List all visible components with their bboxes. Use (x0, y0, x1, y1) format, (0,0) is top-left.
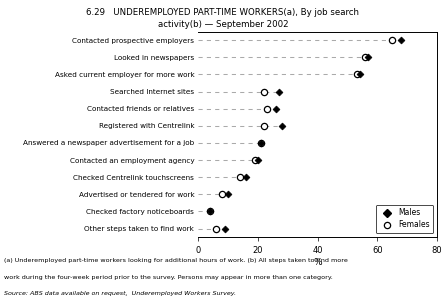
Text: (a) Underemployed part-time workers looking for additional hours of work. (b) Al: (a) Underemployed part-time workers look… (4, 258, 348, 263)
Text: Source: ABS data available on request,  Underemployed Workers Survey.: Source: ABS data available on request, U… (4, 291, 236, 297)
X-axis label: %: % (314, 258, 322, 267)
Text: activity(b) — September 2002: activity(b) — September 2002 (158, 20, 288, 29)
Legend: Males, Females: Males, Females (376, 204, 433, 233)
Text: 6.29   UNDEREMPLOYED PART-TIME WORKERS(a), By job search: 6.29 UNDEREMPLOYED PART-TIME WORKERS(a),… (87, 8, 359, 17)
Text: work during the four-week period prior to the survey. Persons may appear in more: work during the four-week period prior t… (4, 275, 333, 280)
